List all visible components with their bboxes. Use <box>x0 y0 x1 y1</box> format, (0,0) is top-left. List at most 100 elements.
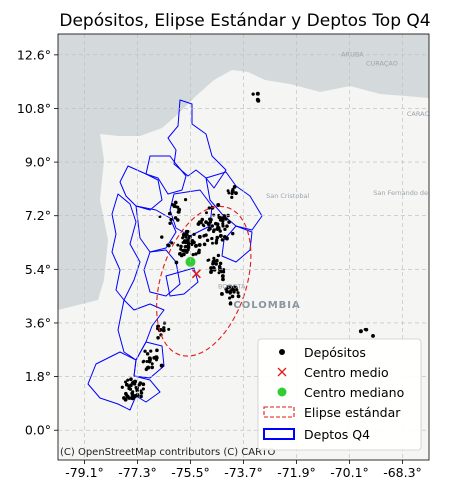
deposito-point <box>145 359 149 363</box>
deposito-point <box>236 291 240 295</box>
deposito-point <box>231 187 235 191</box>
deposito-point <box>228 301 233 306</box>
deposito-point <box>173 216 178 220</box>
deposito-point <box>205 211 208 215</box>
x-tick-label: -75.5° <box>171 465 210 480</box>
deposito-point <box>194 252 198 256</box>
deposito-point <box>141 360 145 364</box>
map-label: ARUBA <box>341 50 364 58</box>
deposito-point <box>186 247 190 252</box>
deposito-point <box>184 232 189 237</box>
deposito-point <box>174 260 179 265</box>
deposito-point <box>120 385 124 389</box>
y-tick-label: 1.8° <box>25 369 51 384</box>
plot-area: COLOMBIA BOGOTÁ CARACA San Cristobal San Fer… <box>58 34 429 460</box>
deposito-point <box>207 227 211 231</box>
deposito-point <box>137 383 141 387</box>
deposito-point <box>197 248 201 252</box>
deposito-point <box>130 394 134 398</box>
deposito-point <box>222 270 226 274</box>
deposito-point <box>236 294 241 299</box>
map-labels: COLOMBIA BOGOTÁ CARACA San Cristobal San Fer… <box>218 50 429 311</box>
deposito-point <box>220 274 225 279</box>
map-label: COLOMBIA <box>233 300 300 311</box>
legend-elipse-marker <box>263 406 295 418</box>
deposito-point <box>218 217 223 222</box>
deposito-point <box>228 291 232 295</box>
deposito-point <box>168 221 172 225</box>
legend-depositos-marker <box>279 349 285 355</box>
deposito-point <box>193 243 198 248</box>
deposito-point <box>123 397 128 402</box>
deposito-point <box>169 217 173 222</box>
deposito-point <box>143 349 147 353</box>
deposito-point <box>202 242 207 247</box>
deposito-point <box>155 348 159 353</box>
deposito-point <box>179 244 183 249</box>
deposito-point <box>216 253 221 258</box>
deposito-point <box>222 268 226 272</box>
deposito-point <box>155 358 158 362</box>
legend-elipse-label: Elipse estándar <box>304 405 401 420</box>
deposito-point <box>127 396 132 400</box>
deposito-point <box>204 220 208 224</box>
deposito-point <box>126 378 130 382</box>
deposito-point <box>224 287 229 292</box>
deposito-point <box>152 355 157 360</box>
sea-lagoon <box>286 58 314 70</box>
deposito-point <box>183 198 188 202</box>
deposito-point <box>186 242 191 246</box>
legend-depositos-label: Depósitos <box>304 345 366 360</box>
deposito-point <box>160 235 164 239</box>
chart-title: Depósitos, Elipse Estándar y Deptos Top … <box>59 11 430 31</box>
deposito-point <box>141 382 146 387</box>
deposito-point <box>211 229 216 234</box>
deposito-point <box>139 394 143 399</box>
deposito-point <box>221 277 225 282</box>
deposito-point <box>156 335 160 340</box>
deposito-point <box>206 258 210 262</box>
departments-q4 <box>87 99 263 411</box>
deposito-point <box>202 224 206 228</box>
deposito-point <box>211 259 216 264</box>
deposito-point <box>227 191 231 195</box>
legend-centro-medio-marker <box>277 367 287 377</box>
deposito-point <box>208 217 212 221</box>
deposito-point <box>130 391 134 395</box>
deposito-point <box>209 266 214 270</box>
sea-pacific <box>58 134 108 310</box>
deposito-point <box>216 202 221 207</box>
deposito-point <box>216 226 221 230</box>
deposito-point <box>364 327 369 332</box>
deposito-point <box>224 217 228 221</box>
legend: Depósitos Centro medio Centro mediano El… <box>257 338 422 451</box>
deposito-point <box>222 214 227 218</box>
standard-ellipse <box>156 205 252 357</box>
deposito-point <box>218 229 222 233</box>
x-tick-label: -79.1° <box>65 465 104 480</box>
deposito-point <box>214 241 219 245</box>
deposito-point <box>226 189 230 193</box>
deposito-point <box>134 386 138 389</box>
deposito-point <box>212 213 216 217</box>
deposito-point <box>371 334 375 338</box>
deposito-point <box>161 328 166 333</box>
deposito-point <box>184 239 189 243</box>
deposito-point <box>124 393 128 397</box>
deposito-point <box>141 387 145 391</box>
legend-centro-medio-label: Centro medio <box>304 365 389 380</box>
deposito-point <box>211 241 214 245</box>
deposito-point <box>146 365 151 370</box>
y-tick-label: 10.8° <box>17 101 51 116</box>
deposito-point <box>232 290 236 294</box>
deposito-point <box>221 222 225 226</box>
legend-deptos-marker <box>263 428 295 440</box>
deposito-point <box>147 356 152 361</box>
deposito-point <box>127 384 131 389</box>
deposito-point <box>129 377 133 382</box>
deposito-point <box>215 235 220 240</box>
x-tick-label: -73.7° <box>224 465 263 480</box>
deposito-point <box>227 220 231 224</box>
legend-deptos-label: Deptos Q4 <box>304 427 370 442</box>
deposito-point <box>218 261 223 266</box>
